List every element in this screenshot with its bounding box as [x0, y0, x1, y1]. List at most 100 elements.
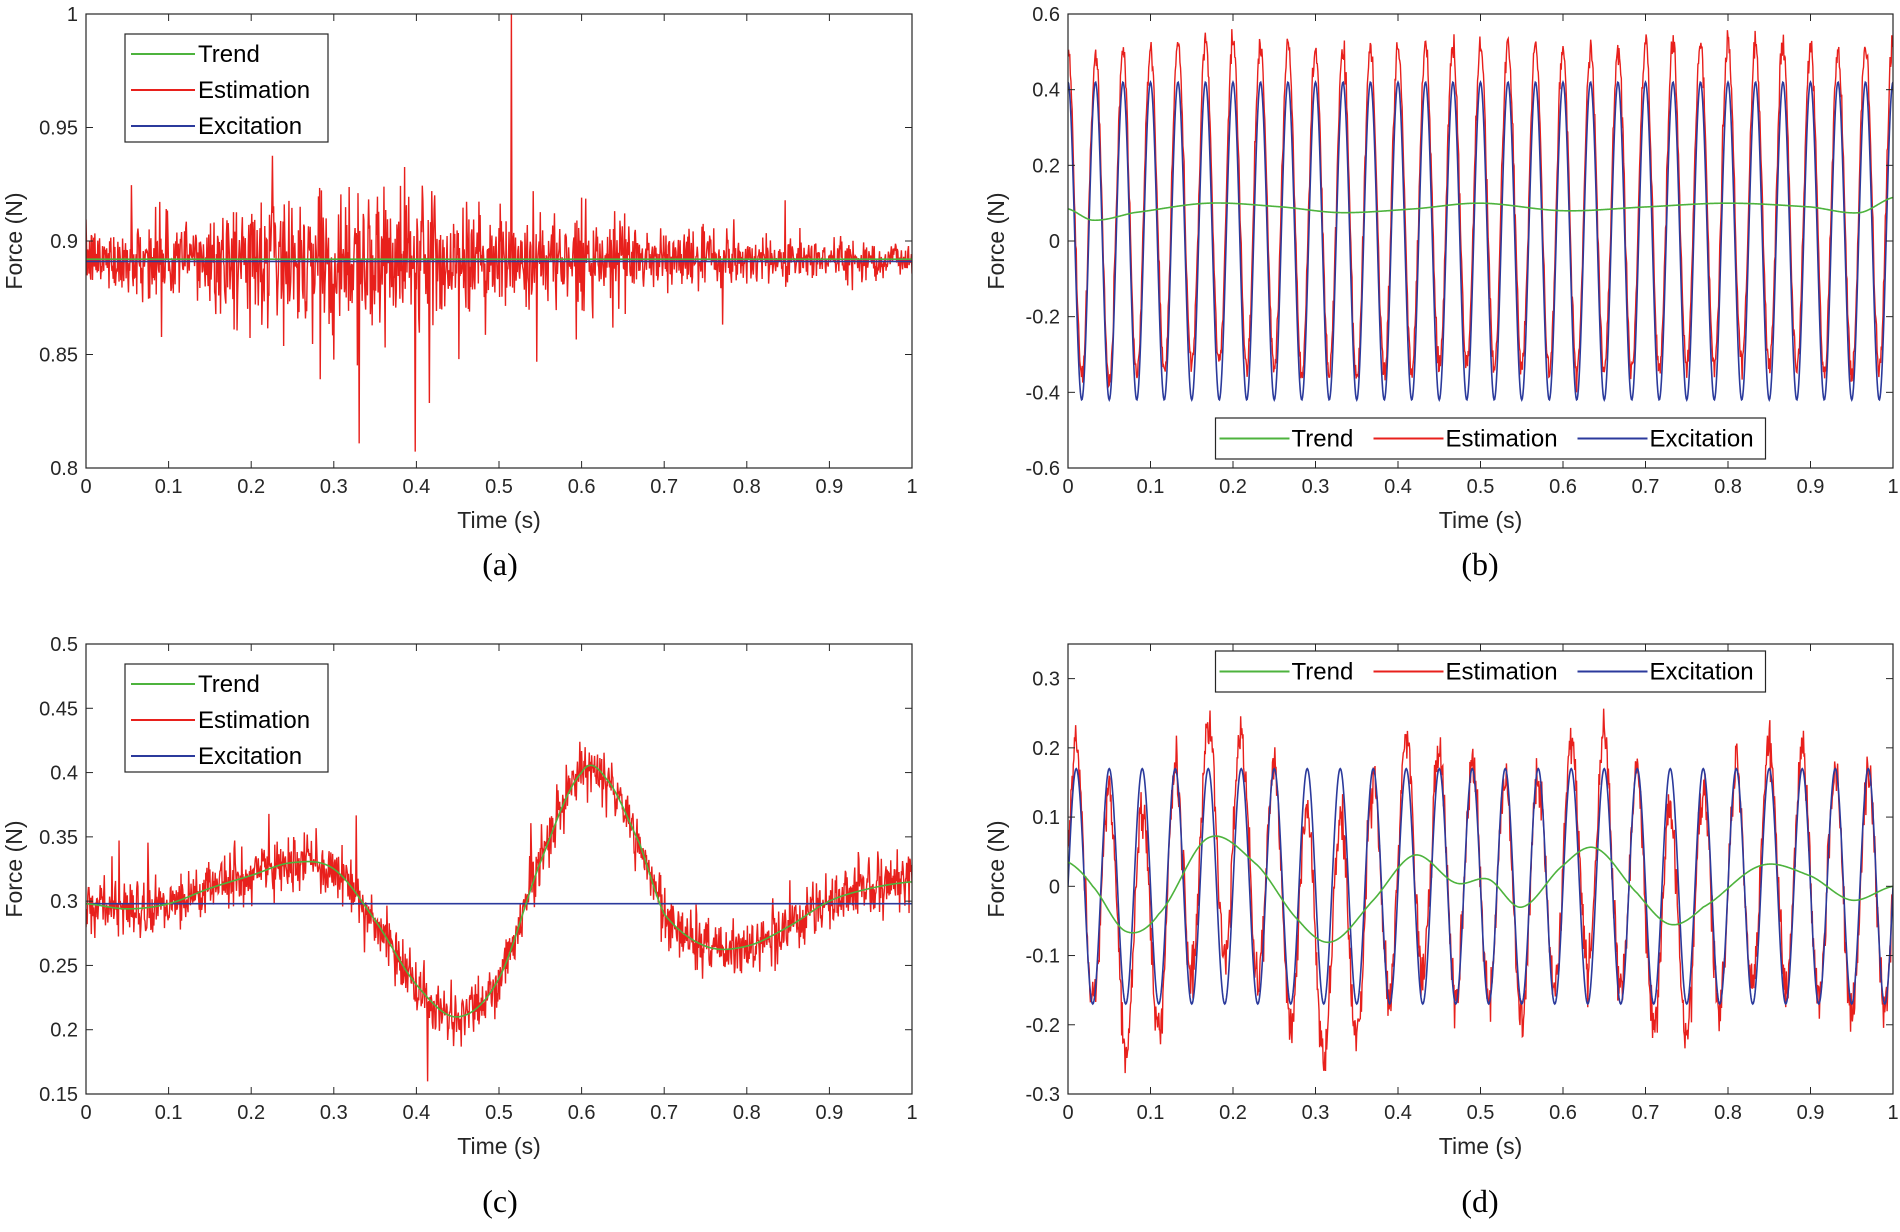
x-axis-label: Time (s) [1439, 1133, 1522, 1159]
legend-label-estimation: Estimation [1446, 659, 1558, 686]
legend-label-trend: Trend [1292, 659, 1354, 686]
panel-caption: (c) [482, 1183, 518, 1219]
y-tick-label: -0.6 [1026, 458, 1060, 480]
legend-label-estimation: Estimation [1446, 426, 1558, 453]
legend-label-excitation: Excitation [1650, 659, 1754, 686]
legend: Trend Estimation Excitation [1214, 417, 1767, 460]
x-tick-label: 1 [906, 1102, 917, 1124]
legend-box [1214, 417, 1767, 460]
legend-label-trend: Trend [1292, 426, 1354, 453]
legend: Trend Estimation Excitation [124, 663, 329, 773]
x-axis-label: Time (s) [457, 507, 540, 533]
series-line-estimation [1068, 29, 1893, 393]
legend-label-trend: Trend [198, 41, 260, 68]
y-tick-label: 0.15 [39, 1084, 78, 1106]
x-tick-label: 1 [906, 476, 917, 498]
x-tick-label: 0.5 [1467, 1102, 1495, 1124]
series-line-trend [86, 764, 912, 1018]
x-tick-label: 0.2 [1219, 476, 1247, 498]
series-line-excitation [1068, 79, 1893, 403]
y-tick-label: -0.2 [1026, 1015, 1060, 1037]
legend-label-excitation: Excitation [198, 743, 302, 770]
chart-panel-c: 0 0.1 0.2 0.3 0.4 0.5 0.6 0.7 0.8 0.9 1 0.15 0.2 0.25… [1, 634, 918, 1219]
y-tick-label: -0.2 [1026, 307, 1060, 329]
y-tick-label: 0.45 [39, 698, 78, 720]
y-axis-label: Force (N) [983, 192, 1009, 289]
series-line-estimation [86, 14, 912, 452]
x-axis-label: Time (s) [457, 1133, 540, 1159]
x-tick-label: 0.4 [1384, 476, 1412, 498]
x-tick-label: 0.5 [485, 476, 513, 498]
x-tick-label: 0.2 [1219, 1102, 1247, 1124]
x-tick-label: 0.2 [237, 476, 265, 498]
x-tick-label: 0.1 [1137, 476, 1165, 498]
x-tick-label: 0.6 [568, 1102, 596, 1124]
x-tick-label: 0.6 [568, 476, 596, 498]
legend-label-excitation: Excitation [1650, 426, 1754, 453]
y-tick-label: 0.2 [50, 1020, 78, 1042]
x-tick-label: 0.9 [815, 1102, 843, 1124]
y-tick-label: 0.6 [1032, 4, 1060, 26]
x-tick-label: 0.9 [1797, 476, 1825, 498]
x-tick-label: 0.4 [402, 476, 430, 498]
y-tick-label: -0.4 [1026, 382, 1060, 404]
legend-label-estimation: Estimation [198, 77, 310, 104]
y-tick-label: -0.1 [1026, 946, 1060, 968]
x-tick-label: 0.5 [1467, 476, 1495, 498]
y-tick-label: -0.3 [1026, 1084, 1060, 1106]
series-line-trend [1068, 196, 1893, 222]
panel-caption: (a) [482, 546, 518, 582]
legend-box [1214, 650, 1767, 693]
x-tick-label: 0 [1062, 1102, 1073, 1124]
y-tick-label: 0.25 [39, 955, 78, 977]
x-tick-label: 0.9 [1797, 1102, 1825, 1124]
legend: Trend Estimation Excitation [1214, 650, 1767, 693]
y-tick-label: 0.95 [39, 118, 78, 140]
y-tick-label: 0.4 [1032, 80, 1060, 102]
x-tick-label: 0.7 [650, 476, 678, 498]
x-tick-label: 0.6 [1549, 1102, 1577, 1124]
series-line-estimation [1068, 708, 1893, 1074]
legend-box [124, 663, 329, 773]
x-tick-label: 1 [1887, 476, 1898, 498]
x-tick-label: 0.3 [1302, 1102, 1330, 1124]
legend: Trend Estimation Excitation [124, 33, 329, 143]
legend-label-trend: Trend [198, 671, 260, 698]
x-tick-label: 0.4 [1384, 1102, 1412, 1124]
y-tick-label: 0 [1049, 876, 1060, 898]
series-line-excitation [1068, 767, 1893, 1006]
legend-label-estimation: Estimation [198, 707, 310, 734]
x-tick-label: 0.3 [1302, 476, 1330, 498]
panel-caption: (b) [1461, 546, 1498, 582]
y-tick-label: 0.8 [50, 458, 78, 480]
x-tick-label: 0.9 [815, 476, 843, 498]
legend-label-excitation: Excitation [198, 113, 302, 140]
y-tick-label: 0.1 [1032, 807, 1060, 829]
legend-box [124, 33, 329, 143]
x-tick-label: 0.5 [485, 1102, 513, 1124]
x-tick-label: 0.7 [650, 1102, 678, 1124]
x-tick-label: 1 [1887, 1102, 1898, 1124]
x-tick-label: 0 [80, 1102, 91, 1124]
panel-caption: (d) [1461, 1183, 1498, 1219]
x-tick-label: 0.4 [402, 1102, 430, 1124]
x-tick-label: 0 [1062, 476, 1073, 498]
y-tick-label: 0.2 [1032, 155, 1060, 177]
y-tick-label: 0.35 [39, 827, 78, 849]
y-tick-label: 0.85 [39, 345, 78, 367]
y-tick-label: 0 [1049, 231, 1060, 253]
x-tick-label: 0.1 [155, 476, 183, 498]
x-tick-label: 0.1 [155, 1102, 183, 1124]
y-tick-label: 0.2 [1032, 738, 1060, 760]
y-tick-label: 0.9 [50, 231, 78, 253]
y-axis-label: Force (N) [1, 820, 27, 917]
chart-panel-b: 0 0.1 0.2 0.3 0.4 0.5 0.6 0.7 0.8 0.9 1 -0.6 -0.4 -0.… [983, 4, 1899, 582]
x-tick-label: 0.3 [320, 1102, 348, 1124]
y-axis-label: Force (N) [983, 820, 1009, 917]
y-tick-label: 0.5 [50, 634, 78, 656]
chart-panel-a: 0 0.1 0.2 0.3 0.4 0.5 0.6 0.7 0.8 0.9 1 0.8 0.85 0.9 0… [1, 4, 918, 582]
y-tick-label: 1 [67, 4, 78, 26]
x-tick-label: 0.6 [1549, 476, 1577, 498]
y-tick-label: 0.3 [50, 891, 78, 913]
